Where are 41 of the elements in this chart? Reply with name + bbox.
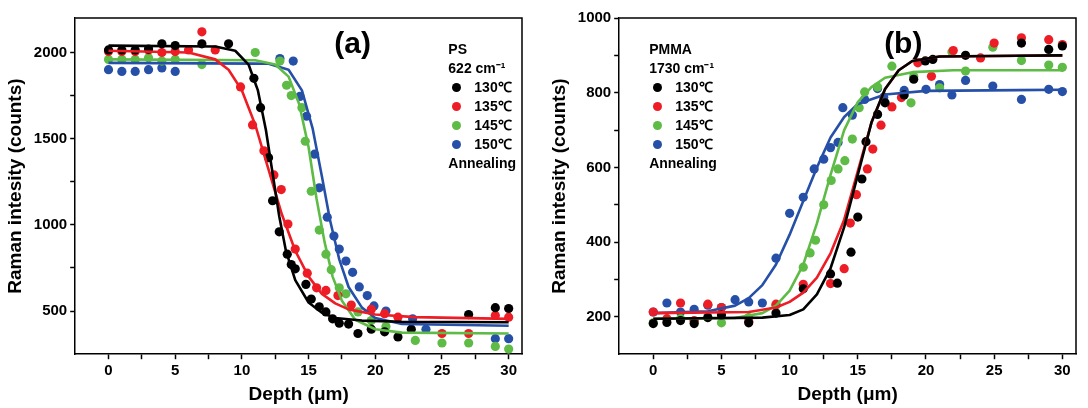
x-tick-label: 25 — [433, 361, 451, 379]
y-tick-label: 1000 — [33, 215, 68, 233]
x-tick-label: 0 — [649, 361, 658, 379]
x-axis-title: Depth (μm) — [248, 382, 349, 404]
y-tick-label: 1000 — [577, 8, 612, 26]
y-axis-title: Raman intesity (counts) — [547, 78, 569, 294]
legend-title: PMMA 1730 cm⁻¹ — [649, 40, 716, 78]
x-tick-label: 10 — [781, 361, 798, 379]
x-tick-label: 30 — [500, 361, 518, 379]
legend-label: 145℃ — [675, 116, 713, 135]
x-tick-label: 20 — [366, 361, 384, 379]
legend-label: 130℃ — [474, 78, 512, 97]
legend-label: 135℃ — [474, 97, 512, 116]
y-tick-label: 600 — [586, 157, 612, 175]
y-tick-label: 500 — [42, 301, 68, 319]
y-tick-label: 800 — [586, 82, 612, 100]
x-tick-label: 10 — [233, 361, 251, 379]
legend-label: 135℃ — [675, 97, 713, 116]
y-axis-title: Raman intesity (counts) — [3, 78, 25, 294]
legend-label: 130℃ — [675, 78, 713, 97]
chart-title: (b) — [884, 26, 923, 60]
x-tick-label: 20 — [917, 361, 935, 379]
x-tick-label: 5 — [717, 361, 726, 379]
x-tick-label: 15 — [849, 361, 867, 379]
y-tick-label: 200 — [586, 306, 612, 324]
x-tick-label: 30 — [1054, 361, 1071, 379]
x-axis-title: Depth (μm) — [797, 382, 898, 404]
y-tick-label: 400 — [586, 232, 612, 250]
x-tick-label: 25 — [985, 361, 1003, 379]
legend-label: 145℃ — [474, 116, 512, 135]
annotation: Annealing — [649, 154, 717, 173]
legend-label: 150℃ — [675, 135, 713, 154]
legend-label: 150℃ — [474, 135, 512, 154]
y-tick-label: 2000 — [33, 42, 68, 60]
y-tick-label: 1500 — [33, 128, 68, 146]
x-tick-label: 0 — [104, 361, 113, 379]
x-tick-label: 15 — [300, 361, 317, 379]
x-tick-label: 5 — [171, 361, 180, 379]
chart-title: (a) — [334, 26, 371, 60]
annotation: Annealing — [448, 154, 516, 173]
legend-title: PS 622 cm⁻¹ — [448, 40, 507, 78]
